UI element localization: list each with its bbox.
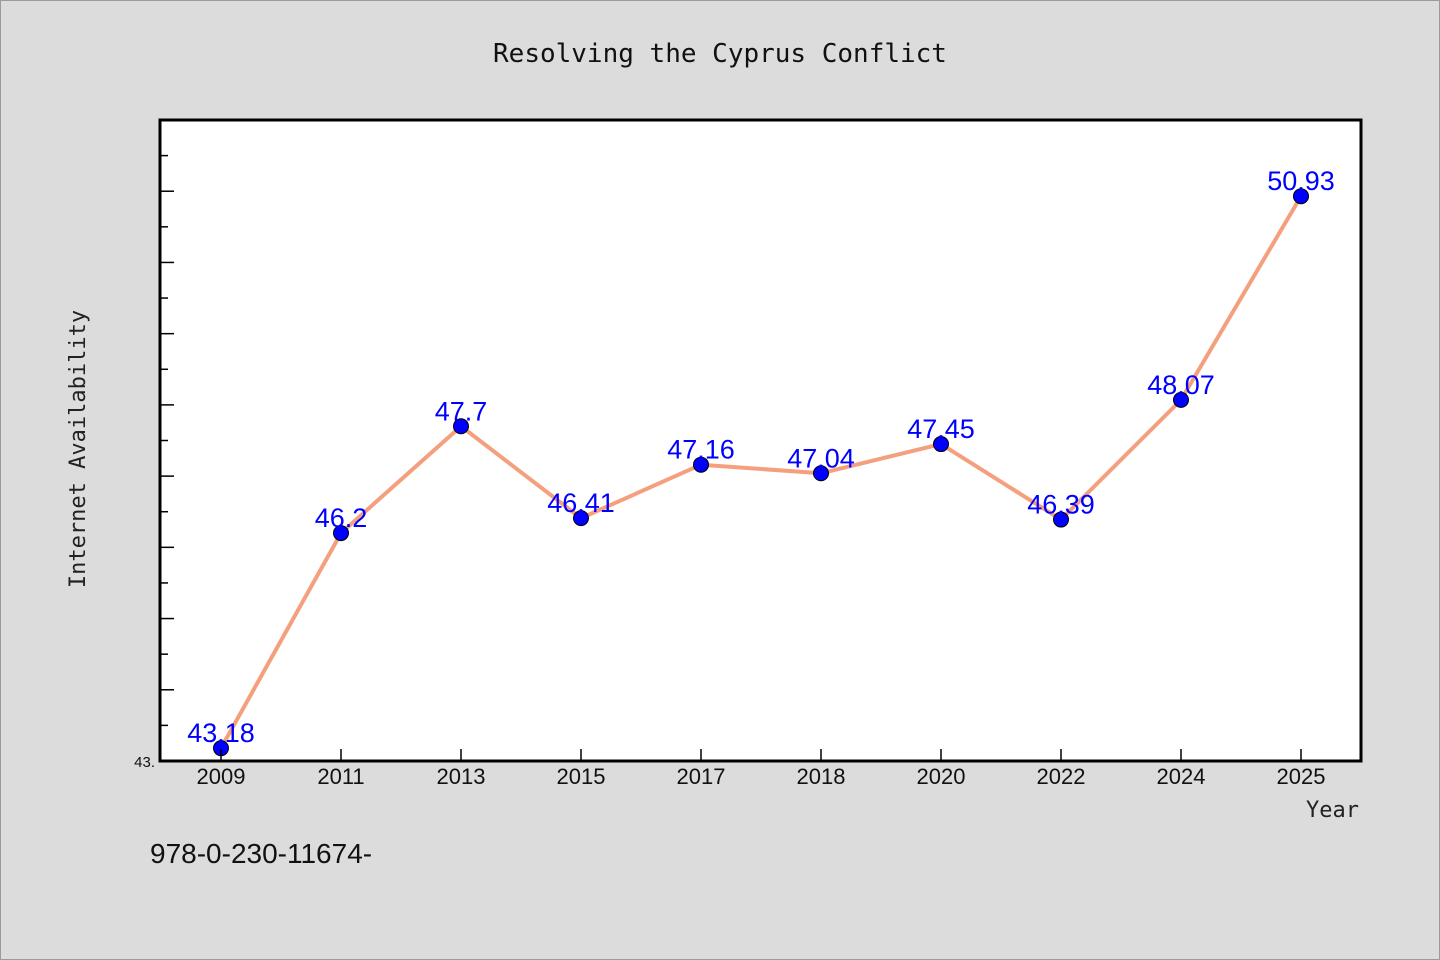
data-point xyxy=(333,525,349,542)
series-line-layer xyxy=(219,194,1303,751)
x-tick-label: 2018 xyxy=(797,764,846,789)
plot-frame xyxy=(158,118,1363,763)
data-label: 43.18 xyxy=(187,718,255,748)
x-tick-label: 2017 xyxy=(677,764,726,789)
x-tick-label: 2009 xyxy=(197,764,246,789)
x-axis-label: Year xyxy=(1306,798,1359,823)
data-label: 46.41 xyxy=(547,488,615,518)
y-axis-label: Internet Availability xyxy=(66,310,91,588)
data-label-layer: 43.18 46.2 47.7 46.41 47.16 47.04 47.45 46.39 48… xyxy=(187,166,1335,748)
x-axis-ticks: 2009 2011 2013 2015 2017 2018 2020 2022 2024 2025 xyxy=(197,749,1326,789)
data-label: 47.16 xyxy=(667,435,735,465)
data-point xyxy=(933,436,949,453)
data-point xyxy=(453,418,469,435)
plot-area xyxy=(160,120,1361,761)
x-tick-label: 2015 xyxy=(557,764,606,789)
data-point xyxy=(1173,391,1189,408)
chart-title: Resolving the Cyprus Conflict xyxy=(493,39,947,69)
x-tick-label: 2013 xyxy=(437,764,486,789)
x-tick-label: 2020 xyxy=(917,764,966,789)
marker-layer xyxy=(213,188,1309,757)
x-tick-label: 2024 xyxy=(1157,764,1206,789)
data-label: 47.45 xyxy=(907,414,975,444)
data-point xyxy=(1053,511,1069,528)
series-line xyxy=(219,194,1303,751)
x-tick-label: 2011 xyxy=(317,764,364,789)
y-tick-label: 43. xyxy=(134,754,155,771)
data-label: 47.04 xyxy=(787,443,855,473)
data-label: 46.2 xyxy=(315,503,368,533)
data-label: 50.93 xyxy=(1267,166,1335,196)
data-point xyxy=(1293,188,1309,205)
data-point xyxy=(813,465,829,482)
x-tick-label: 2022 xyxy=(1037,764,1086,789)
x-tick-label: 2025 xyxy=(1277,764,1326,789)
data-label: 48.07 xyxy=(1147,370,1215,400)
data-point xyxy=(693,456,709,473)
data-label: 46.39 xyxy=(1027,490,1095,520)
data-label: 47.7 xyxy=(435,396,488,426)
data-point xyxy=(573,510,589,527)
footnote-text: 978-0-230-11674- xyxy=(150,838,372,869)
